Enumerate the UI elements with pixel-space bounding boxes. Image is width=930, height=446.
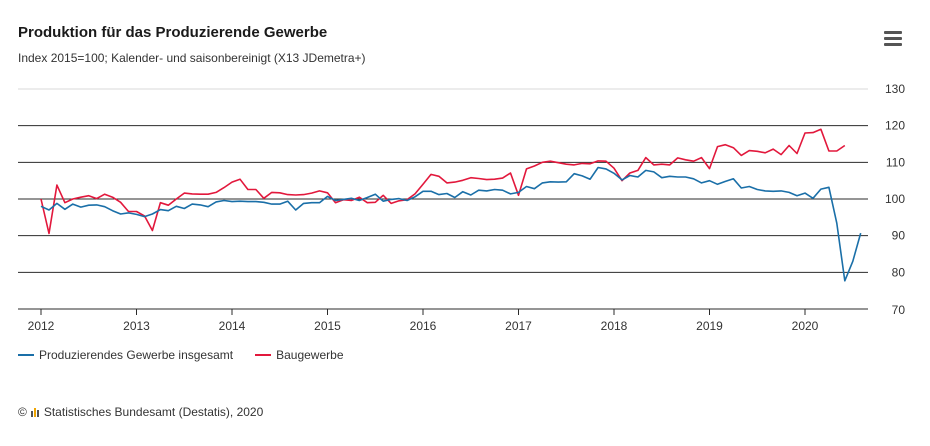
- y-tick-label: 130: [885, 82, 905, 96]
- chart-grid: [18, 88, 868, 310]
- chart-title: Produktion für das Produzierende Gewerbe: [18, 24, 328, 41]
- destatis-logo-icon: [30, 407, 39, 417]
- y-tick-label: 100: [885, 192, 905, 206]
- y-tick-label: 120: [885, 119, 905, 133]
- y-tick-label: 70: [892, 303, 906, 317]
- x-tick-label: 2020: [792, 319, 819, 333]
- x-tick-label: 2017: [505, 319, 532, 333]
- x-tick-label: 2015: [314, 319, 341, 333]
- y-tick-label: 90: [892, 229, 906, 243]
- hamburger-menu-icon[interactable]: [884, 31, 902, 47]
- x-tick-label: 2012: [28, 319, 55, 333]
- legend-item-produzierendes-gewerbe[interactable]: Produzierendes Gewerbe insgesamt: [18, 348, 233, 362]
- x-axis: 2012 2013 2014 2015 2016 2017 2018 2019 2020: [28, 309, 819, 333]
- chart-series: [40, 128, 862, 282]
- legend-label: Produzierendes Gewerbe insgesamt: [39, 348, 234, 362]
- x-tick-label: 2016: [410, 319, 437, 333]
- y-tick-label: 80: [892, 265, 906, 279]
- series-line-baugewerbe[interactable]: [40, 128, 846, 235]
- x-tick-label: 2018: [601, 319, 628, 333]
- legend-swatch: [18, 354, 34, 356]
- chart-subtitle: Index 2015=100; Kalender- und saisonbere…: [18, 51, 366, 65]
- chart-legend: Produzierendes Gewerbe insgesamt Baugewe…: [18, 348, 344, 362]
- y-tick-label: 110: [886, 155, 905, 169]
- legend-swatch: [255, 354, 272, 356]
- x-tick-label: 2013: [123, 319, 150, 333]
- copyright-symbol: ©: [18, 405, 27, 419]
- legend-label: Baugewerbe: [276, 348, 344, 362]
- source-text: Statistisches Bundesamt (Destatis), 2020: [43, 405, 264, 419]
- x-tick-label: 2014: [219, 319, 246, 333]
- series-line-produzierendes-gewerbe[interactable]: [40, 166, 862, 282]
- x-tick-label: 2019: [696, 319, 723, 333]
- source-note: © Statistisches Bundesamt (Destatis), 20…: [18, 405, 263, 419]
- y-axis-ticks: 80 90 100 110 120 130 70: [885, 82, 905, 317]
- legend-item-baugewerbe[interactable]: Baugewerbe: [255, 348, 344, 362]
